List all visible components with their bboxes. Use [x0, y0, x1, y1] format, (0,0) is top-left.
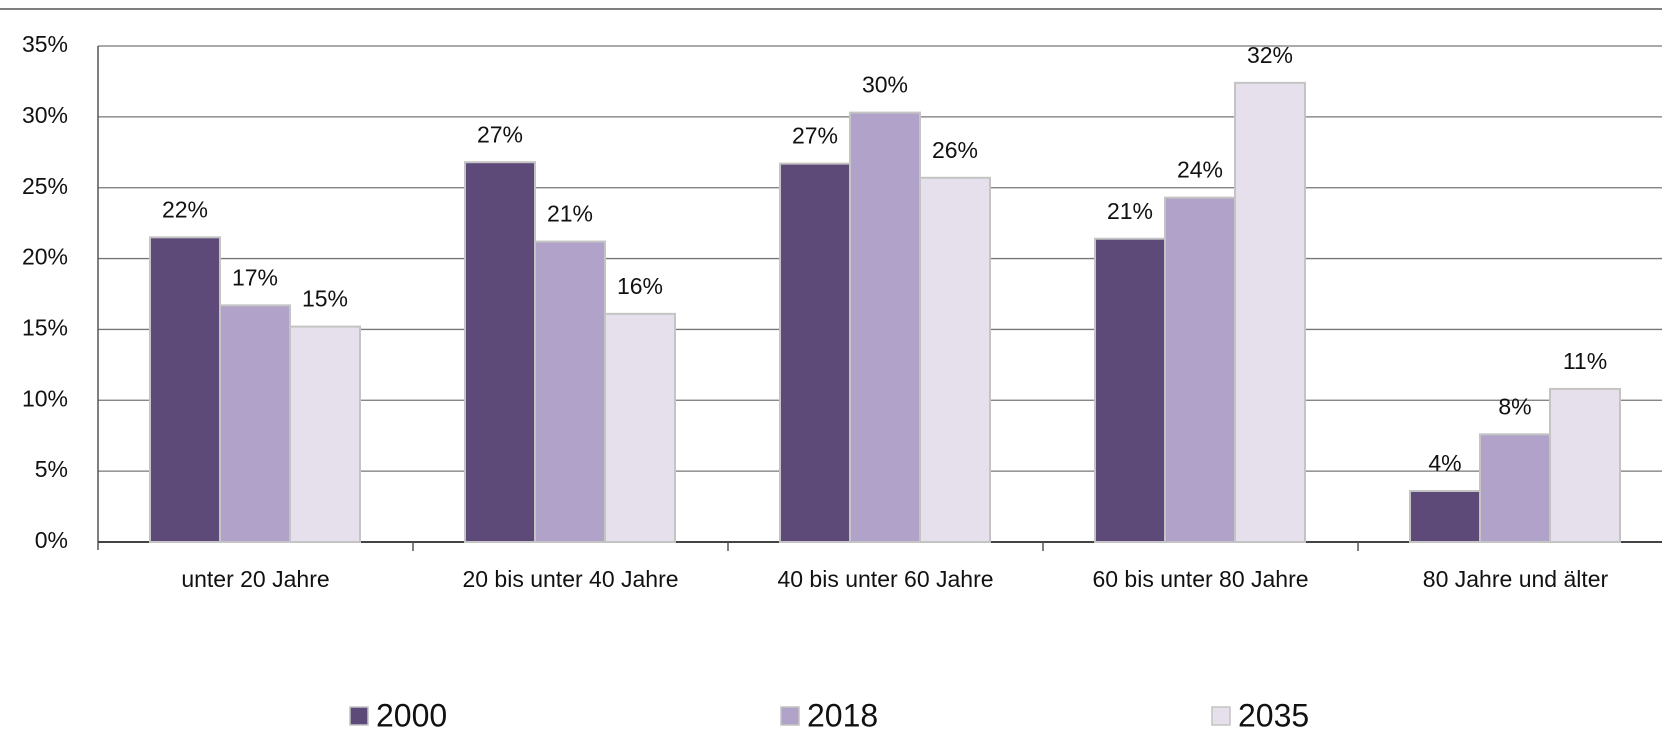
legend-swatch	[1211, 706, 1231, 726]
x-tick-label: 40 bis unter 60 Jahre	[777, 566, 993, 592]
data-label: 30%	[862, 72, 908, 98]
y-tick-label: 20%	[22, 244, 68, 270]
bar	[1549, 387, 1621, 543]
data-label: 11%	[1563, 348, 1607, 374]
data-label: 26%	[932, 137, 978, 163]
bar	[919, 176, 991, 543]
data-label: 27%	[477, 121, 523, 147]
bar	[289, 325, 361, 544]
bar	[219, 304, 291, 543]
x-tick-label: 80 Jahre und älter	[1423, 566, 1609, 592]
data-label: 4%	[1428, 450, 1461, 476]
bar	[1234, 81, 1306, 544]
data-label: 24%	[1177, 157, 1223, 183]
data-label: 22%	[162, 196, 208, 222]
legend-text: 2035	[1238, 697, 1309, 733]
legend-text: 2000	[376, 697, 447, 733]
y-tick-label: 25%	[22, 173, 68, 199]
legend-swatch	[780, 706, 800, 726]
y-tick-label: 35%	[22, 31, 68, 57]
data-label: 8%	[1498, 393, 1531, 419]
data-label: 27%	[792, 123, 838, 149]
data-label: 16%	[617, 273, 663, 299]
bar	[1409, 489, 1481, 543]
legend-swatch	[349, 706, 369, 726]
bar	[149, 236, 221, 543]
y-tick-label: 30%	[22, 102, 68, 128]
bar	[1094, 237, 1166, 544]
y-tick-label: 15%	[22, 315, 68, 341]
bar	[1479, 433, 1551, 544]
data-label: 17%	[232, 264, 278, 290]
bar	[534, 240, 606, 544]
data-label: 21%	[547, 201, 593, 227]
bar	[779, 162, 851, 543]
y-tick-label: 5%	[35, 456, 68, 482]
data-label: 21%	[1107, 198, 1153, 224]
legend-text: 2018	[807, 697, 878, 733]
bar	[849, 111, 921, 543]
x-tick-label: 20 bis unter 40 Jahre	[462, 566, 678, 592]
bar	[1164, 196, 1236, 544]
bar	[604, 312, 676, 543]
data-label: 32%	[1247, 42, 1293, 68]
data-label: 15%	[302, 286, 348, 312]
y-tick-label: 0%	[35, 527, 68, 553]
bar	[464, 161, 536, 543]
x-tick-label: unter 20 Jahre	[181, 566, 329, 592]
x-tick-label: 60 bis unter 80 Jahre	[1092, 566, 1308, 592]
y-tick-label: 10%	[22, 385, 68, 411]
